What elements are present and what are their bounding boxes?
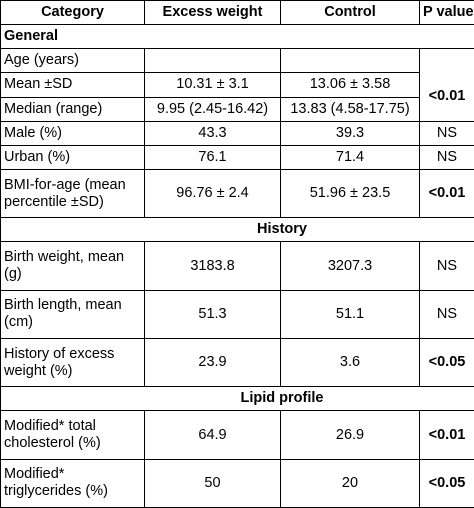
cell-urban-pvalue: NS <box>419 144 474 170</box>
empty-cell <box>419 48 474 73</box>
cell-mean-control: 13.06 ± 3.58 <box>280 72 420 98</box>
cell-mean-excess: 10.31 ± 3.1 <box>144 72 281 98</box>
cell-median-control: 13.83 (4.58-17.75) <box>280 96 420 122</box>
row-label-triglycerides-line-2: triglycerides (%) <box>4 483 108 500</box>
section-filler <box>0 386 145 412</box>
row-label-birth-weight: Birth weight, mean (g) <box>0 241 145 291</box>
cell-bmi-excess: 96.76 ± 2.4 <box>144 168 281 219</box>
cell-age-pvalue: <0.01 <box>419 72 474 122</box>
section-filler <box>419 24 474 50</box>
row-label-history-excess-line-2: weight (%) <box>4 362 73 379</box>
row-label-birth-length-line-1: Birth length, mean <box>4 297 122 314</box>
header-excess-weight: Excess weight <box>144 0 281 26</box>
section-filler <box>280 24 420 50</box>
row-label-cholesterol-line-2: cholesterol (%) <box>4 435 101 452</box>
row-label-birth-weight-line-2: (g) <box>4 266 22 283</box>
cell-history-excess-control: 3.6 <box>280 337 420 388</box>
section-row-general: General <box>0 24 474 50</box>
table-row-triglycerides: Modified* triglycerides (%) 50 20 <0.05 <box>0 458 474 508</box>
table-row-male: Male (%) 43.3 39.3 NS <box>0 120 474 146</box>
empty-cell <box>144 48 281 74</box>
row-label-age: Age (years) <box>0 48 145 74</box>
cell-urban-excess: 76.1 <box>144 144 281 170</box>
cell-cholesterol-pvalue: <0.01 <box>419 410 474 460</box>
row-label-triglycerides: Modified* triglycerides (%) <box>0 458 145 508</box>
table-row-birth-length: Birth length, mean (cm) 51.3 51.1 NS <box>0 289 474 339</box>
cell-bmi-control: 51.96 ± 23.5 <box>280 168 420 219</box>
row-label-triglycerides-line-1: Modified* <box>4 466 65 483</box>
row-label-birth-weight-line-1: Birth weight, mean <box>4 249 125 266</box>
row-label-urban: Urban (%) <box>0 144 145 170</box>
cell-male-control: 39.3 <box>280 120 420 146</box>
section-filler <box>0 217 145 243</box>
empty-cell <box>280 48 420 74</box>
table-row-urban: Urban (%) 76.1 71.4 NS <box>0 144 474 170</box>
row-label-history-excess-line-1: History of excess <box>4 345 115 362</box>
cell-male-excess: 43.3 <box>144 120 281 146</box>
row-label-birth-length-line-2: (cm) <box>4 314 33 331</box>
row-label-mean: Mean ±SD <box>0 72 145 98</box>
cell-cholesterol-excess: 64.9 <box>144 410 281 460</box>
cell-birth-length-pvalue: NS <box>419 289 474 339</box>
cell-birth-weight-control: 3207.3 <box>280 241 420 291</box>
table-row-birth-weight: Birth weight, mean (g) 3183.8 3207.3 NS <box>0 241 474 291</box>
row-label-history-excess: History of excess weight (%) <box>0 337 145 388</box>
table-row-median: Median (range) 9.95 (2.45-16.42) 13.83 (… <box>0 96 474 122</box>
table-row-age: Age (years) <box>0 48 474 74</box>
table-row-bmi: BMI-for-age (mean percentile ±SD) 96.76 ±… <box>0 168 474 219</box>
row-label-cholesterol-line-1: Modified* total <box>4 418 96 435</box>
cell-median-excess: 9.95 (2.45-16.42) <box>144 96 281 122</box>
table-row-cholesterol: Modified* total cholesterol (%) 64.9 26.9… <box>0 410 474 460</box>
row-label-birth-length: Birth length, mean (cm) <box>0 289 145 339</box>
row-label-bmi: BMI-for-age (mean percentile ±SD) <box>0 168 145 219</box>
section-filler <box>419 217 474 243</box>
section-row-lipid: Lipid profile <box>0 386 474 412</box>
row-label-bmi-line-2: percentile ±SD) <box>4 193 104 210</box>
table-row-history-excess: History of excess weight (%) 23.9 3.6 <0.… <box>0 337 474 388</box>
section-filler <box>144 24 281 50</box>
header-p-value: P value <box>419 0 474 26</box>
cell-birth-weight-pvalue: NS <box>419 241 474 291</box>
cell-birth-length-excess: 51.3 <box>144 289 281 339</box>
cell-urban-control: 71.4 <box>280 144 420 170</box>
cell-cholesterol-control: 26.9 <box>280 410 420 460</box>
row-label-male: Male (%) <box>0 120 145 146</box>
table-row-mean: Mean ±SD 10.31 ± 3.1 13.06 ± 3.58 <0.01 <box>0 72 474 122</box>
cell-triglycerides-pvalue: <0.05 <box>419 458 474 508</box>
section-filler <box>419 386 474 412</box>
cell-history-excess-excess: 23.9 <box>144 337 281 388</box>
cell-birth-length-control: 51.1 <box>280 289 420 339</box>
section-general: General <box>0 24 145 50</box>
header-control: Control <box>280 0 420 26</box>
section-row-history: History <box>0 217 474 243</box>
section-history: History <box>144 217 420 243</box>
header-category: Category <box>0 0 145 26</box>
cell-birth-weight-excess: 3183.8 <box>144 241 281 291</box>
header-row: Category Excess weight Control P value <box>0 0 474 26</box>
section-lipid-profile: Lipid profile <box>144 386 420 412</box>
row-label-median: Median (range) <box>0 96 145 122</box>
row-label-bmi-line-1: BMI-for-age (mean <box>4 176 126 193</box>
cell-bmi-pvalue: <0.01 <box>419 168 474 219</box>
row-label-cholesterol: Modified* total cholesterol (%) <box>0 410 145 460</box>
cell-history-excess-pvalue: <0.05 <box>419 337 474 388</box>
cell-male-pvalue: NS <box>419 120 474 146</box>
cell-triglycerides-excess: 50 <box>144 458 281 508</box>
cell-triglycerides-control: 20 <box>280 458 420 508</box>
